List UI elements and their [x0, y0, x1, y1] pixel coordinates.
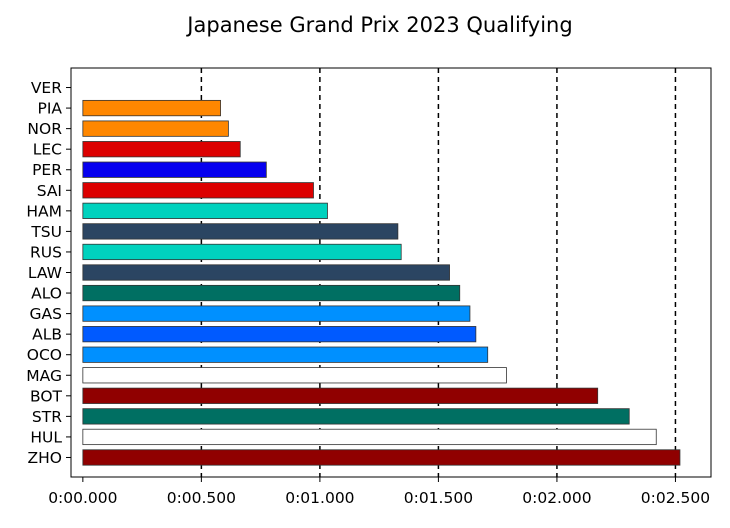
bar-oco — [82, 346, 489, 363]
y-tick-label-str: STR — [32, 408, 62, 426]
bar-per — [82, 161, 267, 178]
bar-lec — [82, 141, 241, 158]
y-tick-label-ver: VER — [31, 79, 62, 97]
x-tick-label: 0:02.500 — [641, 489, 710, 507]
y-tick-label-per: PER — [32, 161, 62, 179]
x-tick-label: 0:00.500 — [167, 489, 236, 507]
bars — [82, 99, 681, 466]
y-tick-label-alb: ALB — [32, 326, 62, 344]
y-tick-labels: VER PIA NOR LEC PER SAI HAM TSU RUS LAW ALO GAS ALB O… — [26, 79, 71, 467]
bar-alb — [82, 326, 477, 343]
bar-tsu — [82, 223, 399, 240]
bar-str — [82, 408, 630, 425]
x-tick-label: 0:00.000 — [48, 489, 117, 507]
y-tick-label-gas: GAS — [30, 305, 62, 323]
y-tick-label-rus: RUS — [30, 243, 62, 261]
bar-mag — [82, 367, 507, 384]
y-tick-label-nor: NOR — [27, 120, 62, 138]
bar-bot — [82, 387, 599, 404]
bar-ham — [82, 202, 328, 219]
y-tick-label-bot: BOT — [30, 387, 63, 405]
bar-pia — [82, 99, 221, 117]
y-tick-label-mag: MAG — [26, 367, 62, 385]
y-tick-label-oco: OCO — [27, 346, 62, 364]
bar-hul — [82, 428, 657, 446]
y-tick-label-hul: HUL — [30, 428, 62, 446]
x-tick-labels: 0:00.000 0:00.500 0:01.000 0:01.500 0:02.000… — [48, 477, 710, 507]
y-tick-label-ham: HAM — [26, 202, 62, 220]
bar-sai — [82, 182, 314, 199]
bar-nor — [82, 120, 229, 137]
bar-zho — [82, 449, 681, 466]
y-tick-label-alo: ALO — [31, 285, 62, 303]
y-tick-label-lec: LEC — [33, 141, 62, 159]
x-tick-label: 0:02.000 — [522, 489, 591, 507]
y-tick-label-sai: SAI — [37, 182, 62, 200]
y-tick-label-pia: PIA — [37, 100, 62, 118]
y-tick-label-tsu: TSU — [30, 223, 62, 241]
x-tick-label: 0:01.500 — [404, 489, 473, 507]
bar-gas — [82, 305, 471, 322]
chart-title: Japanese Grand Prix 2023 Qualifying — [185, 13, 572, 37]
x-tick-label: 0:01.000 — [285, 489, 354, 507]
y-tick-label-zho: ZHO — [28, 449, 62, 467]
bar-law — [82, 264, 450, 281]
bar-alo — [82, 284, 461, 302]
y-tick-label-law: LAW — [28, 264, 62, 282]
bar-rus — [82, 243, 402, 261]
